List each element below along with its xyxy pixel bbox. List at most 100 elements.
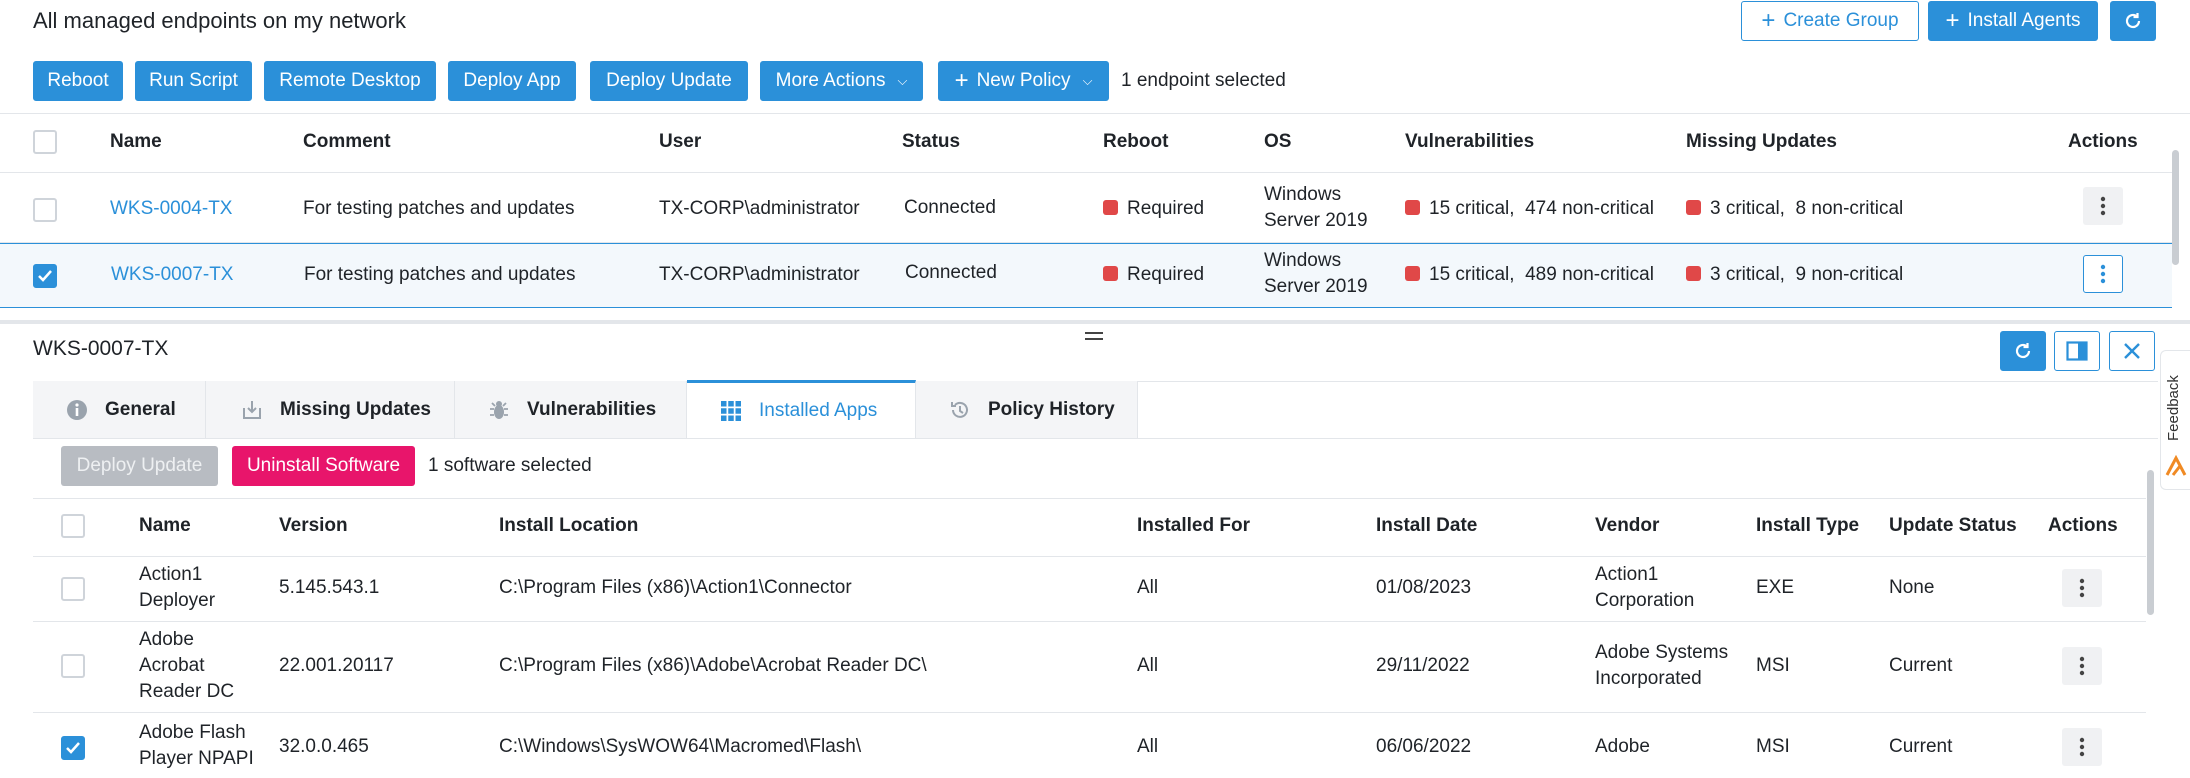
row-checkbox[interactable] — [33, 198, 57, 222]
tab-missing-updates[interactable]: Missing Updates — [206, 381, 455, 438]
run-script-button[interactable]: Run Script — [135, 61, 252, 101]
feedback-tab[interactable]: Feedback — [2160, 350, 2190, 490]
row-actions-button[interactable] — [2083, 255, 2123, 293]
col-header-app-name[interactable]: Name — [139, 515, 191, 536]
critical-indicator-icon — [1686, 266, 1701, 281]
drag-handle-icon[interactable] — [1085, 332, 1103, 340]
endpoint-status: Connected — [905, 262, 997, 283]
col-header-status[interactable]: Status — [902, 131, 961, 152]
more-actions-label: More Actions — [775, 70, 886, 91]
row-checkbox[interactable] — [33, 264, 57, 288]
history-icon — [948, 398, 972, 422]
col-header-comment[interactable]: Comment — [303, 131, 391, 152]
new-policy-button[interactable]: + New Policy ⌵ — [938, 61, 1109, 101]
col-header-installed-for[interactable]: Installed For — [1137, 515, 1250, 536]
col-header-install-date[interactable]: Install Date — [1376, 515, 1478, 536]
col-header-os[interactable]: OS — [1264, 131, 1292, 152]
deploy-app-button[interactable]: Deploy App — [448, 61, 576, 101]
plus-icon: + — [1761, 7, 1776, 34]
col-header-reboot[interactable]: Reboot — [1103, 131, 1169, 152]
app-install-date: 06/06/2022 — [1376, 736, 1472, 757]
table-row[interactable]: Adobe Acrobat Reader DC 22.001.20117 C:\Pr… — [33, 622, 2146, 712]
table-row[interactable]: Action1 Deployer 5.145.543.1 C:\Program F… — [33, 557, 2146, 621]
row-checkbox[interactable] — [61, 654, 85, 678]
select-all-apps-checkbox[interactable] — [61, 514, 85, 538]
uninstall-software-button[interactable]: Uninstall Software — [232, 446, 415, 486]
select-all-endpoints-checkbox[interactable] — [33, 130, 57, 154]
row-actions-button[interactable] — [2083, 187, 2123, 225]
col-header-vulnerabilities[interactable]: Vulnerabilities — [1405, 131, 1535, 152]
row-checkbox[interactable] — [61, 736, 85, 760]
endpoint-os: Windows Server 2019 — [1264, 184, 1368, 231]
kebab-menu-icon — [2100, 264, 2106, 284]
app-install-date: 01/08/2023 — [1376, 577, 1472, 598]
software-selection-count: 1 software selected — [428, 455, 592, 476]
endpoint-os: Windows Server 2019 — [1264, 250, 1368, 297]
app-installed-for: All — [1137, 577, 1159, 598]
endpoint-status: Connected — [904, 197, 996, 218]
app-vendor: Adobe — [1595, 736, 1650, 757]
refresh-button[interactable] — [2110, 1, 2156, 41]
tab-policy-history[interactable]: Policy History — [916, 381, 1138, 438]
install-agents-button[interactable]: + Install Agents — [1928, 1, 2098, 41]
app-version: 5.145.543.1 — [279, 577, 380, 598]
col-header-name[interactable]: Name — [110, 131, 162, 152]
critical-indicator-icon — [1103, 200, 1118, 215]
endpoint-user: TX-CORP\administrator — [659, 198, 860, 219]
row-checkbox[interactable] — [61, 577, 85, 601]
tab-general[interactable]: General — [33, 381, 206, 438]
app-vendor: Action1 Corporation — [1595, 564, 1695, 611]
row-actions-button[interactable] — [2062, 647, 2102, 685]
tab-label: General — [105, 398, 176, 420]
col-header-user[interactable]: User — [659, 131, 702, 152]
detail-sidepanel-button[interactable] — [2054, 331, 2100, 371]
close-icon — [2124, 343, 2140, 359]
endpoint-selection-count: 1 endpoint selected — [1121, 70, 1286, 91]
kebab-menu-icon — [2079, 737, 2085, 757]
remote-desktop-button[interactable]: Remote Desktop — [264, 61, 436, 101]
row-actions-button[interactable] — [2062, 569, 2102, 607]
col-header-actions: Actions — [2068, 131, 2138, 152]
deploy-update-button[interactable]: Deploy Update — [590, 61, 748, 101]
table-row[interactable]: Adobe Flash Player NPAPI 32.0.0.465 C:\Wi… — [33, 713, 2146, 778]
create-group-button[interactable]: + Create Group — [1741, 1, 1919, 41]
col-header-install-location[interactable]: Install Location — [499, 515, 639, 536]
app-version: 32.0.0.465 — [279, 736, 369, 757]
col-header-app-actions: Actions — [2048, 515, 2118, 536]
endpoint-reboot: Required — [1103, 264, 1204, 286]
side-panel-icon — [2066, 341, 2088, 361]
detail-refresh-button[interactable] — [2000, 331, 2046, 371]
app-name: Action1 Deployer — [139, 564, 216, 611]
chevron-down-icon: ⌵ — [897, 73, 908, 88]
checkmark-icon — [66, 742, 80, 754]
action1-logo-icon — [2165, 455, 2187, 476]
refresh-icon — [2015, 343, 2031, 359]
deploy-update-button[interactable]: Deploy Update — [61, 446, 218, 486]
endpoint-name-link[interactable]: WKS-0004-TX — [110, 198, 233, 219]
table-row[interactable]: WKS-0004-TX For testing patches and upda… — [0, 175, 2172, 240]
more-actions-button[interactable]: More Actions ⌵ — [760, 61, 923, 101]
col-header-update-status[interactable]: Update Status — [1889, 515, 2017, 536]
row-actions-button[interactable] — [2062, 728, 2102, 766]
detail-close-button[interactable] — [2109, 331, 2155, 371]
app-install-location: C:\Program Files (x86)\Action1\Connector — [499, 577, 852, 598]
reboot-button[interactable]: Reboot — [33, 61, 123, 101]
endpoint-name-link[interactable]: WKS-0007-TX — [111, 264, 234, 285]
tab-vulnerabilities[interactable]: Vulnerabilities — [455, 381, 687, 438]
app-install-type: MSI — [1756, 655, 1790, 676]
col-header-missing-updates[interactable]: Missing Updates — [1686, 131, 1837, 152]
tab-installed-apps[interactable]: Installed Apps — [687, 380, 916, 438]
endpoint-reboot: Required — [1103, 198, 1204, 220]
panel-splitter[interactable] — [0, 320, 2190, 324]
kebab-menu-icon — [2079, 578, 2085, 598]
col-header-version[interactable]: Version — [279, 515, 348, 536]
apps-scrollbar[interactable] — [2147, 470, 2154, 615]
app-installed-for: All — [1137, 736, 1159, 757]
checkmark-icon — [38, 270, 52, 282]
critical-indicator-icon — [1405, 266, 1420, 281]
endpoints-scrollbar[interactable] — [2172, 150, 2179, 265]
col-header-vendor[interactable]: Vendor — [1595, 515, 1660, 536]
col-header-install-type[interactable]: Install Type — [1756, 515, 1860, 536]
table-row[interactable]: WKS-0007-TX For testing patches and upda… — [0, 243, 2172, 308]
endpoint-user: TX-CORP\administrator — [659, 264, 860, 285]
